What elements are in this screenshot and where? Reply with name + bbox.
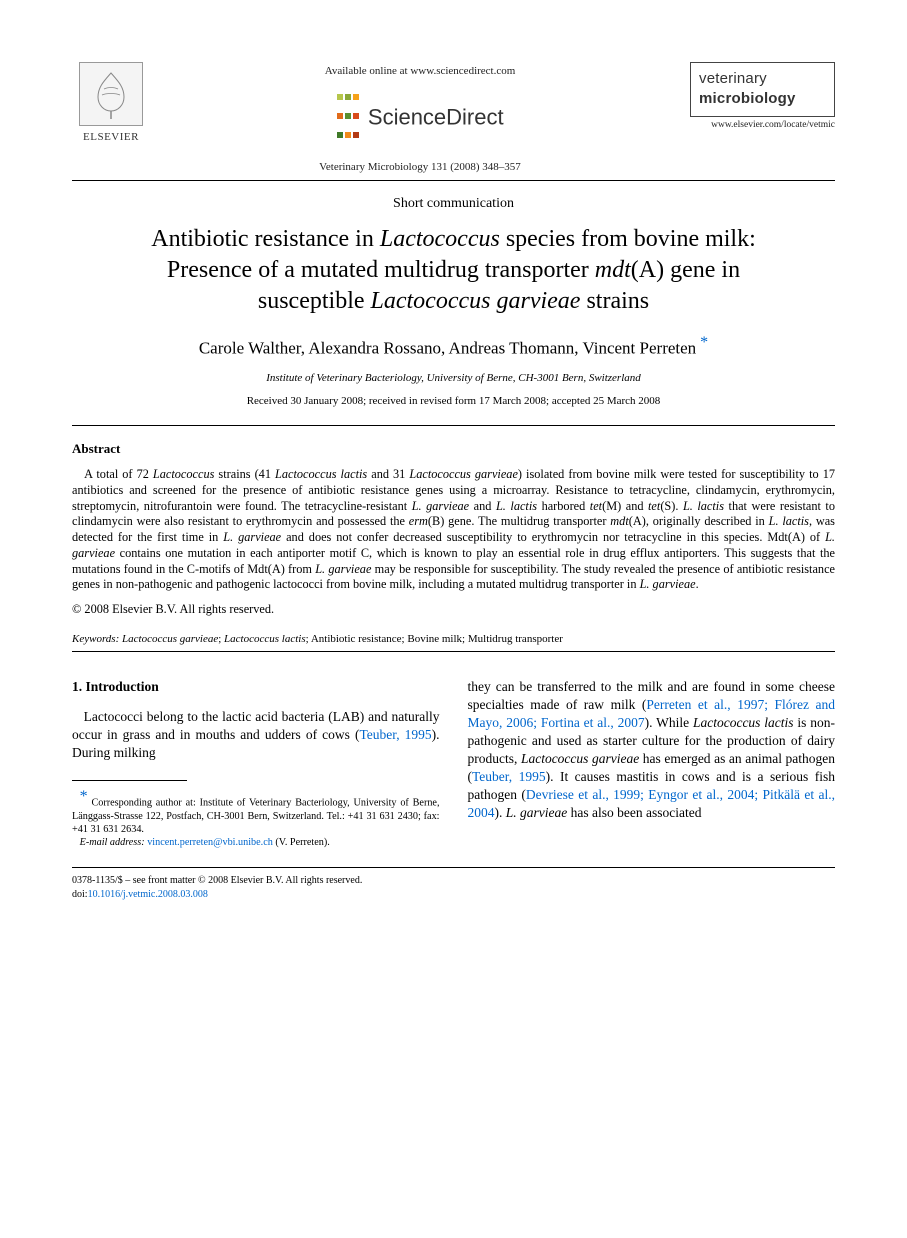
divider: [72, 180, 835, 181]
sciencedirect-text: ScienceDirect: [368, 104, 504, 129]
article-type: Short communication: [72, 195, 835, 214]
sciencedirect-dots-icon: [336, 89, 360, 146]
journal-box-line1: veterinary: [699, 69, 826, 89]
right-column: they can be transferred to the milk and …: [468, 678, 836, 850]
sciencedirect-logo: ScienceDirect: [160, 89, 680, 146]
corresponding-footnote: * Corresponding author at: Institute of …: [72, 787, 440, 849]
front-matter: 0378-1135/$ – see front matter © 2008 El…: [72, 874, 835, 888]
intro-para-left: Lactococci belong to the lactic acid bac…: [72, 708, 440, 762]
article-title: Antibiotic resistance in Lactococcus spe…: [78, 224, 829, 316]
journal-reference: Veterinary Microbiology 131 (2008) 348–3…: [160, 160, 680, 175]
section-heading: 1. Introduction: [72, 678, 440, 696]
authors: Carole Walther, Alexandra Rossano, Andre…: [72, 332, 835, 361]
header: ELSEVIER Available online at www.science…: [72, 62, 835, 174]
abstract-heading: Abstract: [72, 440, 835, 458]
corresponding-star-icon: *: [696, 334, 708, 351]
journal-box: veterinary microbiology: [690, 62, 835, 117]
elsevier-name: ELSEVIER: [83, 130, 139, 145]
divider: [72, 425, 835, 426]
left-column: 1. Introduction Lactococci belong to the…: [72, 678, 440, 850]
keywords-label: Keywords:: [72, 633, 119, 645]
email-link[interactable]: vincent.perreten@vbi.unibe.ch: [145, 837, 273, 848]
article-dates: Received 30 January 2008; received in re…: [72, 394, 835, 409]
body-columns: 1. Introduction Lactococci belong to the…: [72, 678, 835, 850]
abstract-copyright: © 2008 Elsevier B.V. All rights reserved…: [72, 601, 835, 618]
affiliation: Institute of Veterinary Bacteriology, Un…: [72, 371, 835, 386]
center-header: Available online at www.sciencedirect.co…: [150, 62, 690, 174]
divider: [72, 651, 835, 652]
divider: [72, 867, 835, 868]
keywords: Keywords: Lactococcus garvieae; Lactococ…: [72, 632, 835, 647]
footnote-divider: [72, 780, 187, 781]
bottom-meta: 0378-1135/$ – see front matter © 2008 El…: [72, 874, 835, 901]
journal-box-line2: microbiology: [699, 89, 826, 109]
doi-link[interactable]: 10.1016/j.vetmic.2008.03.008: [88, 889, 208, 900]
elsevier-tree-icon: [79, 62, 143, 126]
available-online: Available online at www.sciencedirect.co…: [160, 64, 680, 79]
journal-url: www.elsevier.com/locate/vetmic: [690, 119, 835, 132]
citation-link[interactable]: Teuber, 1995: [472, 769, 546, 784]
footnote-star-icon: *: [80, 788, 88, 805]
elsevier-logo: ELSEVIER: [72, 62, 150, 145]
abstract-body: A total of 72 Lactococcus strains (41 La…: [72, 467, 835, 593]
intro-para-right: they can be transferred to the milk and …: [468, 678, 836, 823]
journal-box-wrapper: veterinary microbiology www.elsevier.com…: [690, 62, 835, 131]
citation-link[interactable]: Teuber, 1995: [359, 727, 431, 742]
doi-line: doi:10.1016/j.vetmic.2008.03.008: [72, 888, 835, 902]
email-label: E-mail address:: [80, 837, 145, 848]
